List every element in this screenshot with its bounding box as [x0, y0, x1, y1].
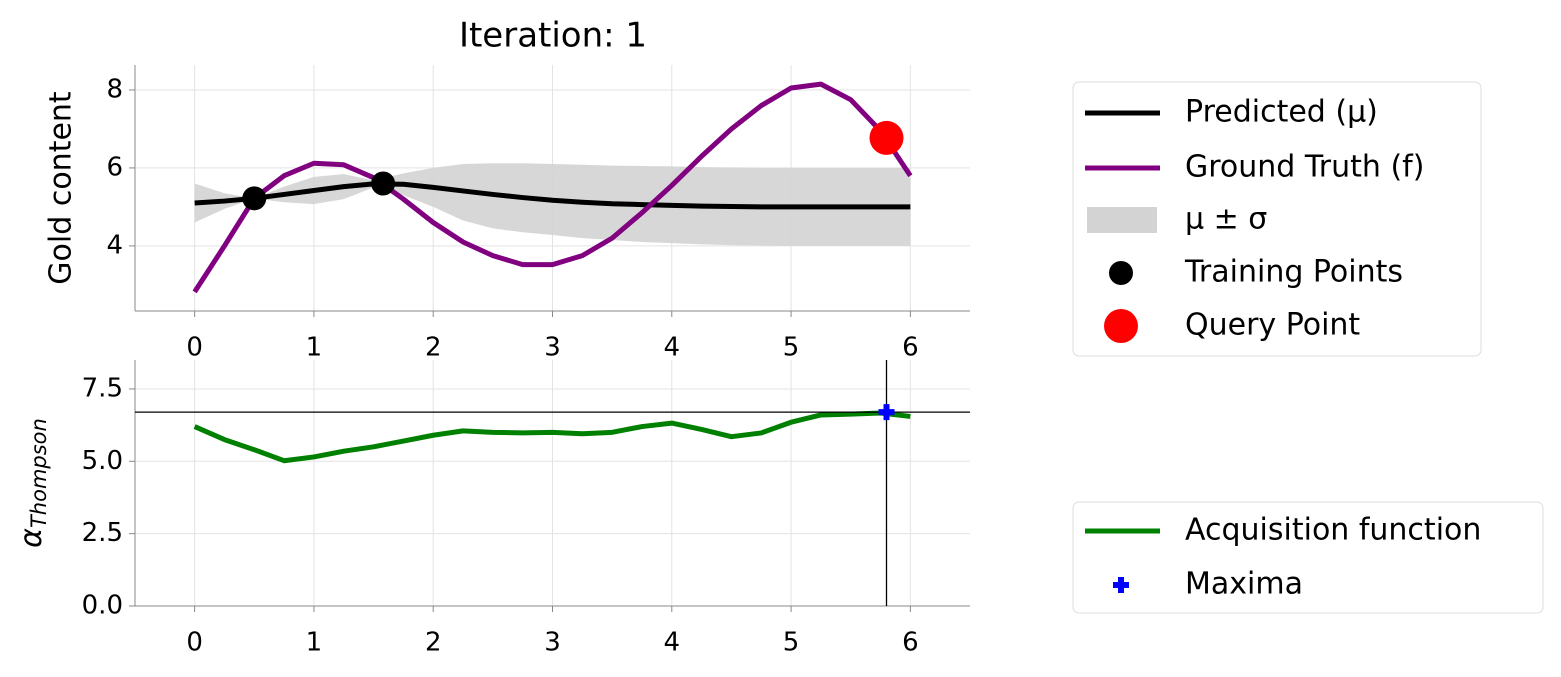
legend-label: Maxima	[1185, 567, 1303, 602]
legend-swatch	[1109, 261, 1133, 285]
legend-label: Ground Truth (f)	[1185, 150, 1424, 185]
legend-label: Acquisition function	[1185, 513, 1481, 548]
y-axis-label: Gold content	[44, 91, 79, 285]
legend-label: Query Point	[1185, 308, 1360, 343]
y-tick-label: 0.0	[82, 591, 123, 621]
legend-label: Predicted (μ)	[1185, 95, 1378, 130]
y-label-subscript: Thompson	[27, 418, 51, 528]
plot-area: 0 1 2 3 4 5 6 4 6 8	[106, 65, 970, 363]
legend-label: μ ± σ	[1185, 202, 1267, 237]
x-tick-label: 5	[783, 333, 800, 363]
y-label-symbol: α	[14, 528, 49, 548]
legend-box	[1072, 81, 1482, 357]
x-tick-label: 3	[544, 628, 561, 658]
x-tick-label: 1	[306, 333, 323, 363]
x-tick-label: 5	[783, 628, 800, 658]
y-tick-label: 5.0	[82, 446, 123, 476]
data-point	[371, 171, 396, 196]
x-tick-label: 6	[902, 628, 919, 658]
x-tick-label: 2	[425, 333, 442, 363]
x-tick-label: 4	[664, 333, 681, 363]
series-line	[194, 181, 911, 210]
legend-swatch	[1087, 207, 1157, 233]
legend-box	[1072, 501, 1544, 614]
plot-area: 0 1 2 3 4 5 6 0.0 2.5 5.0 7.5	[82, 360, 970, 658]
maxima-marker	[878, 404, 895, 421]
series-line	[193, 410, 911, 464]
y-tick-label: 4	[106, 230, 123, 260]
y-tick-label: 7.5	[82, 373, 123, 403]
x-tick-label: 6	[902, 333, 919, 363]
legend-swatch	[1113, 577, 1129, 593]
y-tick-label: 6	[106, 152, 123, 182]
x-tick-label: 0	[186, 333, 203, 363]
data-point	[242, 186, 267, 211]
chart-title: Iteration: 1	[459, 16, 647, 56]
legend-label: Training Points	[1184, 255, 1403, 290]
y-tick-label: 8	[106, 74, 123, 104]
series-line	[192, 81, 913, 294]
x-tick-label: 1	[306, 628, 323, 658]
legend-swatch	[1104, 309, 1138, 343]
x-tick-label: 4	[664, 628, 681, 658]
y-axis-label: αThompson	[14, 418, 52, 548]
x-tick-label: 2	[425, 628, 442, 658]
y-tick-label: 2.5	[82, 518, 123, 548]
x-tick-label: 0	[186, 628, 203, 658]
x-tick-label: 3	[544, 333, 561, 363]
data-point	[869, 120, 904, 155]
